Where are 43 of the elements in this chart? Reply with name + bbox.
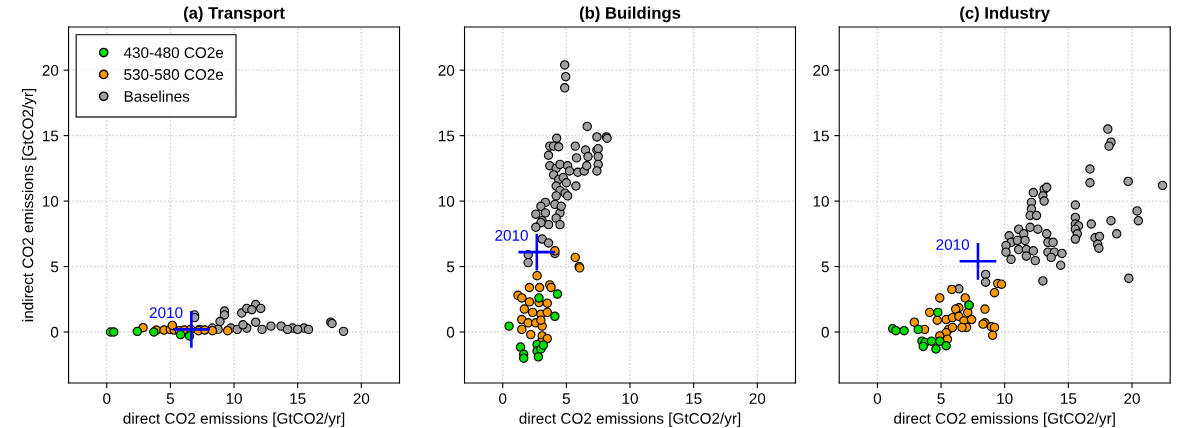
chart-title: (b) Buildings	[579, 6, 681, 23]
x-tick-label: 5	[166, 393, 174, 404]
annotation: 2010	[495, 229, 528, 241]
x-tick-label: 15	[1061, 393, 1077, 404]
x-tick-label: 10	[997, 393, 1013, 404]
y-axis-title: indirect CO2 emissions [GtCO2/yr]	[22, 88, 37, 322]
y-tick-label: 10	[43, 195, 59, 207]
y-tick-label: 0	[821, 326, 829, 338]
annotation: 2010	[149, 307, 183, 319]
y-tick-label: 5	[50, 261, 59, 273]
x-tick-label: 10	[622, 393, 638, 404]
x-tick-label: 20	[749, 393, 766, 404]
legend-label: 530-580 CO2e	[124, 69, 224, 80]
y-tick-label: 0	[50, 326, 59, 338]
legend-label: Baselines	[124, 90, 190, 102]
x-tick-label: 20	[1124, 393, 1140, 404]
y-tick-label: 0	[446, 326, 455, 338]
y-tick-label: 15	[43, 130, 59, 142]
y-tick-label: 20	[438, 65, 455, 76]
x-tick-label: 0	[499, 393, 507, 404]
x-tick-label: 15	[686, 393, 702, 404]
x-tick-label: 0	[873, 393, 882, 404]
y-tick-label: 5	[446, 261, 455, 273]
chart-title: (a) Transport	[183, 6, 285, 23]
y-tick-label: 10	[813, 195, 829, 207]
x-tick-label: 20	[353, 393, 370, 404]
x-tick-label: 5	[562, 393, 570, 404]
y-tick-label: 20	[813, 65, 829, 76]
legend-label: 430-480 CO2e	[123, 47, 224, 59]
x-tick-label: 5	[937, 393, 945, 404]
y-tick-label: 20	[42, 65, 59, 76]
x-tick-label: 0	[103, 393, 111, 404]
chart-title: (c) Industry	[960, 6, 1050, 23]
y-tick-label: 15	[438, 130, 455, 142]
y-tick-label: 10	[438, 195, 455, 207]
y-tick-label: 5	[821, 261, 829, 273]
x-tick-label: 10	[226, 393, 242, 404]
x-axis-title: direct CO2 emissions [GtCO2/yr]	[519, 412, 741, 427]
x-tick-label: 15	[290, 393, 306, 404]
y-tick-label: 15	[813, 130, 829, 142]
annotation: 2010	[936, 239, 970, 250]
x-axis-title: direct CO2 emissions [GtCO2/yr]	[123, 412, 345, 427]
x-axis-title: direct CO2 emissions [GtCO2/yr]	[894, 412, 1115, 427]
